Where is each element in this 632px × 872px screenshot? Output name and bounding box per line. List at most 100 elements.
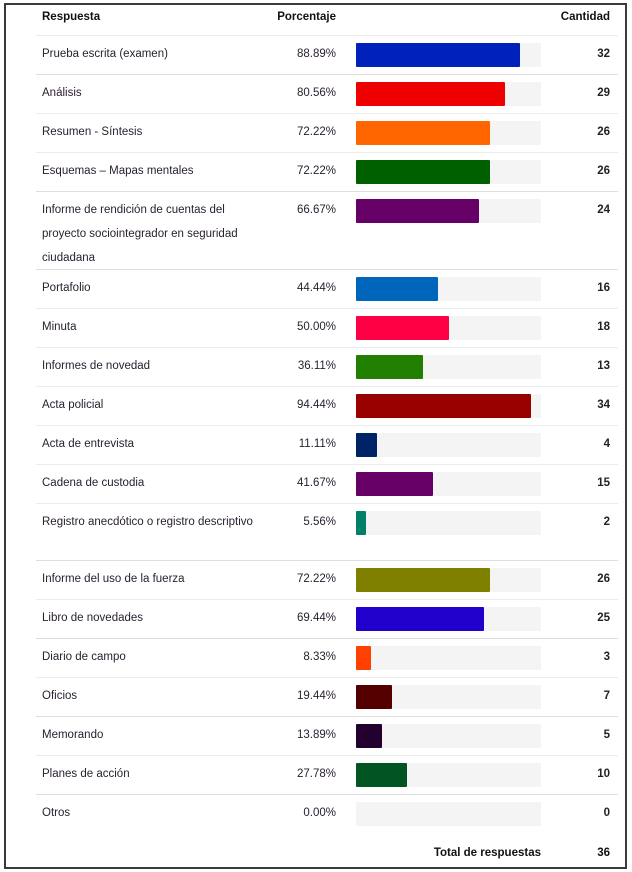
row-count: 24 (597, 204, 610, 216)
table-row: Libro de novedades 69.44% 25 (36, 599, 618, 638)
bar-track (356, 433, 541, 457)
bar-track (356, 763, 541, 787)
table-row: Otros 0.00% 0 (36, 794, 618, 833)
total-row: Total de respuestas 36 (36, 833, 618, 871)
bar-fill (356, 724, 382, 748)
bar-fill (356, 43, 521, 67)
bar-track (356, 394, 541, 418)
bar-fill (356, 316, 449, 340)
row-percentage: 88.89% (296, 48, 336, 60)
row-percentage: 66.67% (296, 204, 336, 216)
bar-fill (356, 511, 367, 535)
row-count: 29 (597, 87, 610, 99)
row-percentage: 36.11% (297, 360, 336, 372)
header-respuesta: Respuesta (42, 11, 101, 23)
row-percentage: 27.78% (296, 768, 336, 780)
table-header: Respuesta Porcentaje Cantidad (36, 5, 618, 35)
table-row: Planes de acción 27.78% 10 (36, 755, 618, 794)
row-percentage: 72.22% (296, 126, 336, 138)
bar-fill (356, 763, 408, 787)
bar-fill (356, 607, 485, 631)
row-label: Otros (42, 807, 71, 819)
table-row: Oficios 19.44% 7 (36, 677, 618, 716)
bar-track (356, 646, 541, 670)
bar-track (356, 724, 541, 748)
row-label: Esquemas – Mapas mentales (42, 165, 194, 177)
table-row: Registro anecdótico o registro descripti… (36, 503, 618, 560)
header-cantidad: Cantidad (560, 11, 610, 23)
results-table-frame: Respuesta Porcentaje Cantidad Prueba esc… (4, 3, 627, 869)
row-label: Informes de novedad (42, 360, 151, 372)
row-percentage: 19.44% (296, 690, 336, 702)
row-label: Resumen - Síntesis (42, 126, 143, 138)
bar-fill (356, 646, 372, 670)
row-label: Informe del uso de la fuerza (42, 573, 185, 585)
row-label: Planes de acción (42, 768, 130, 780)
row-count: 2 (603, 516, 610, 528)
row-label: Registro anecdótico o registro descripti… (42, 516, 253, 528)
total-label: Total de respuestas (433, 847, 541, 859)
row-percentage: 41.67% (296, 477, 336, 489)
row-label: Cadena de custodia (42, 477, 145, 489)
row-label: Prueba escrita (examen) (42, 48, 168, 60)
table-row: Minuta 50.00% 18 (36, 308, 618, 347)
bar-track (356, 472, 541, 496)
bar-track (356, 607, 541, 631)
row-label: Diario de campo (42, 651, 126, 663)
bar-track (356, 685, 541, 709)
bar-fill (356, 685, 392, 709)
table-row: Informe del uso de la fuerza 72.22% 26 (36, 560, 618, 599)
row-percentage: 5.56% (303, 516, 336, 528)
row-count: 26 (597, 126, 610, 138)
row-label: Libro de novedades (42, 612, 144, 624)
bar-fill (356, 355, 423, 379)
row-label: Minuta (42, 321, 77, 333)
bar-track (356, 277, 541, 301)
table-row: Cadena de custodia 41.67% 15 (36, 464, 618, 503)
row-count: 5 (603, 729, 610, 741)
total-value: 36 (597, 847, 610, 859)
row-count: 15 (597, 477, 610, 489)
row-percentage: 11.11% (298, 438, 336, 450)
row-count: 10 (597, 768, 610, 780)
row-label: Acta policial (42, 399, 104, 411)
row-count: 0 (603, 807, 610, 819)
bar-fill (356, 472, 434, 496)
table-row: Diario de campo 8.33% 3 (36, 638, 618, 677)
row-count: 26 (597, 573, 610, 585)
table-row: Informe de rendición de cuentas del proy… (36, 191, 618, 269)
row-count: 25 (597, 612, 610, 624)
bar-fill (356, 160, 490, 184)
row-percentage: 72.22% (296, 165, 336, 177)
bar-fill (356, 433, 377, 457)
bar-fill (356, 199, 480, 223)
row-label: Oficios (42, 690, 78, 702)
row-percentage: 50.00% (296, 321, 336, 333)
row-count: 32 (597, 48, 610, 60)
row-count: 34 (597, 399, 610, 411)
row-percentage: 13.89% (296, 729, 336, 741)
results-table: Respuesta Porcentaje Cantidad Prueba esc… (36, 5, 618, 871)
row-count: 26 (597, 165, 610, 177)
bar-fill (356, 82, 506, 106)
row-percentage: 0.00% (303, 807, 336, 819)
table-row: Resumen - Síntesis 72.22% 26 (36, 113, 618, 152)
row-percentage: 69.44% (296, 612, 336, 624)
row-label: Acta de entrevista (42, 438, 135, 450)
bar-fill (356, 394, 531, 418)
row-count: 18 (597, 321, 610, 333)
bar-fill (356, 121, 490, 145)
bar-fill (356, 277, 439, 301)
header-porcentaje: Porcentaje (277, 11, 336, 23)
row-count: 4 (603, 438, 610, 450)
row-label: Memorando (42, 729, 104, 741)
row-percentage: 72.22% (296, 573, 336, 585)
table-row: Prueba escrita (examen) 88.89% 32 (36, 35, 618, 74)
table-body: Prueba escrita (examen) 88.89% 32 Análisis 8… (36, 35, 618, 833)
row-percentage: 94.44% (296, 399, 336, 411)
bar-track (356, 43, 541, 67)
table-row: Acta policial 94.44% 34 (36, 386, 618, 425)
row-percentage: 44.44% (296, 282, 336, 294)
bar-track (356, 121, 541, 145)
table-row: Esquemas – Mapas mentales 72.22% 26 (36, 152, 618, 191)
